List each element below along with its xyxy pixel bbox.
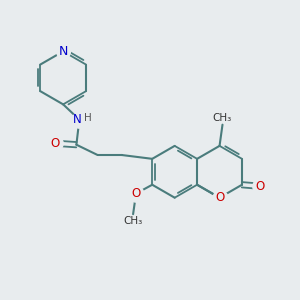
Text: O: O xyxy=(255,180,264,193)
Text: CH₃: CH₃ xyxy=(213,113,232,123)
Text: N: N xyxy=(73,113,81,126)
Text: O: O xyxy=(131,187,141,200)
Text: N: N xyxy=(58,45,68,58)
Text: CH₃: CH₃ xyxy=(124,216,143,226)
Text: O: O xyxy=(51,137,60,150)
Text: H: H xyxy=(84,113,92,123)
Text: O: O xyxy=(215,191,224,204)
